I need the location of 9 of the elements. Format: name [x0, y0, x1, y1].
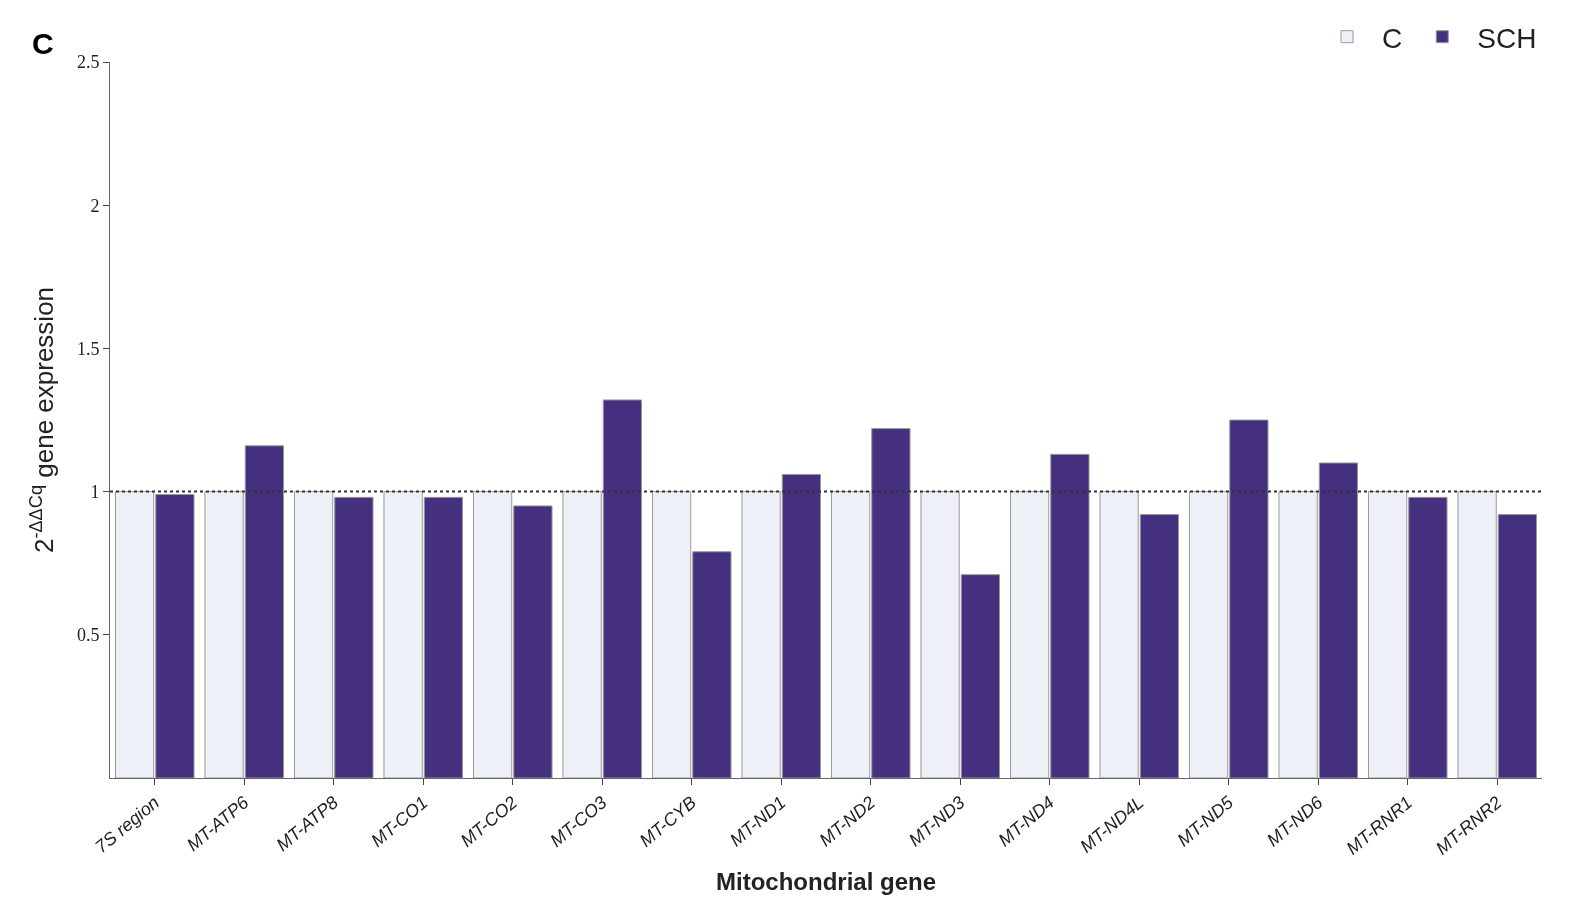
x-axis-title: Mitochondrial gene [715, 867, 937, 895]
y-tick-label: 2 [90, 195, 100, 216]
y-tick-label: 0.5 [76, 625, 100, 646]
legend-label: SCH [1477, 22, 1537, 54]
text: C [32, 27, 54, 60]
y-tick-label: 1 [90, 481, 100, 502]
y-tick-label: 1.5 [76, 338, 100, 359]
y-tick-label: 2.5 [76, 52, 100, 73]
legend-label: C [1382, 22, 1403, 54]
